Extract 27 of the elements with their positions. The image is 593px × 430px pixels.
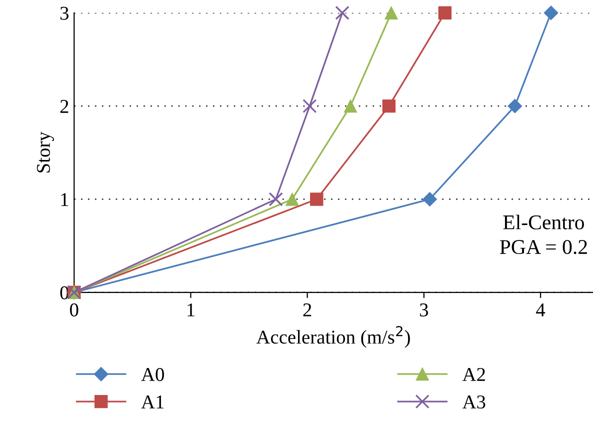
point xyxy=(344,99,358,113)
legend-label: A0 xyxy=(141,368,164,382)
point xyxy=(302,98,317,114)
legend-label: A1 xyxy=(141,396,164,408)
x-tick-label: 1 xyxy=(188,303,194,316)
y-axis-title: Story xyxy=(36,132,54,172)
legend-label: A3 xyxy=(462,395,486,409)
point xyxy=(310,192,324,206)
point xyxy=(286,192,299,206)
x-axis-title: Acceleration (m/s$^{2}$) xyxy=(256,326,410,348)
point xyxy=(384,6,398,20)
legend-label: A2 xyxy=(462,368,485,381)
x-tick-label: 2 xyxy=(303,303,312,316)
point xyxy=(544,6,558,20)
point xyxy=(382,99,396,113)
x-tick-label: 4 xyxy=(536,304,546,316)
x-tick-label: 3 xyxy=(420,303,428,316)
point xyxy=(268,192,283,206)
point xyxy=(335,6,350,20)
point xyxy=(422,192,437,206)
x-tick-label: 0 xyxy=(70,303,78,316)
y-tick-label: 1 xyxy=(61,193,68,206)
y-tick-label: 2 xyxy=(60,100,68,113)
point xyxy=(508,98,522,114)
y-tick-label: 3 xyxy=(60,6,69,20)
point xyxy=(438,6,452,20)
annotation: El-Centro PGA = 0.2 xyxy=(500,214,587,254)
